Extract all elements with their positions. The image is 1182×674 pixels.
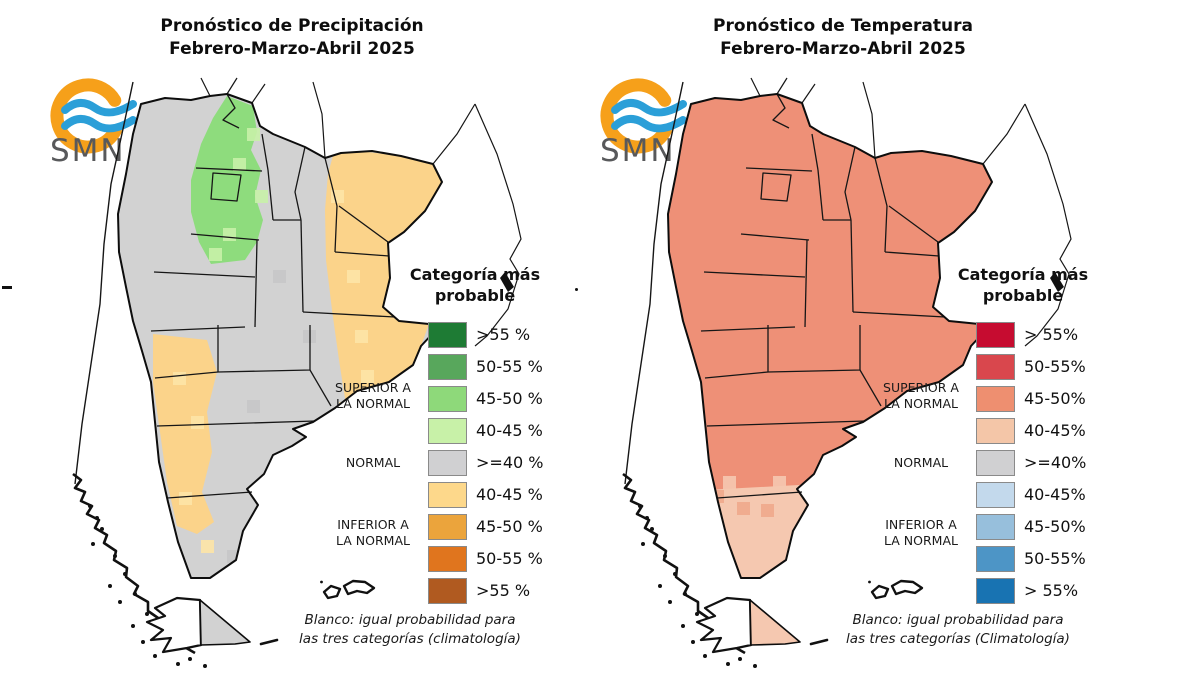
legend-group-superior: SUPERIOR A LA NORMAL xyxy=(335,380,411,411)
legend-row: >55 % xyxy=(320,322,565,348)
legend-swatch xyxy=(428,354,467,380)
temperature-title-line1: Pronóstico de Temperatura xyxy=(713,16,973,36)
legend-row: 50-55% xyxy=(868,546,1113,572)
legend-row: >=40 % xyxy=(320,450,565,476)
legend-group-inferior: INFERIOR A LA NORMAL xyxy=(336,517,410,548)
legend-row: >=40% xyxy=(868,450,1113,476)
smn-logo-text: SMN xyxy=(600,133,676,169)
wave-icon xyxy=(611,99,687,117)
legend-row: 40-45 % xyxy=(320,482,565,508)
legend-row: 45-50 % xyxy=(320,514,565,540)
temperature-title-line2: Febrero-Marzo-Abril 2025 xyxy=(720,39,966,59)
legend-label: 40-45 % xyxy=(476,485,543,504)
legend-swatch xyxy=(976,482,1015,508)
legend-group-normal: NORMAL xyxy=(345,455,401,470)
legend-swatch xyxy=(428,546,467,572)
legend-swatch xyxy=(976,450,1015,476)
malvinas-islands-icon xyxy=(868,579,924,600)
malvinas-islands-icon xyxy=(320,579,376,600)
legend-label: 40-45 % xyxy=(476,421,543,440)
legend-label: >=40% xyxy=(1024,453,1087,472)
legend-swatch xyxy=(428,322,467,348)
legend-swatch xyxy=(428,578,467,604)
legend-group-inferior: INFERIOR A LA NORMAL xyxy=(884,517,958,548)
legend-label: 45-50% xyxy=(1024,389,1086,408)
legend-swatch xyxy=(428,514,467,540)
wave-icon xyxy=(61,115,137,133)
legend-label: >55 % xyxy=(476,581,531,600)
precipitation-footnote: Blanco: igual probabilidad para las tres… xyxy=(299,612,521,647)
precipitation-title-line1: Pronóstico de Precipitación xyxy=(160,16,424,36)
precipitation-title-line2: Febrero-Marzo-Abril 2025 xyxy=(169,39,415,59)
precipitation-legend: Categoría más probable SUPERIOR A LA NOR… xyxy=(320,258,565,668)
legend-swatch xyxy=(976,546,1015,572)
frame-tick xyxy=(575,288,578,291)
legend-swatch xyxy=(428,418,467,444)
temperature-title: Pronóstico de Temperatura Febrero-Marzo-… xyxy=(643,15,1043,61)
legend-label: 50-55 % xyxy=(476,357,543,376)
legend-row: > 55% xyxy=(868,578,1113,604)
legend-swatch xyxy=(976,354,1015,380)
legend-row: 50-55% xyxy=(868,354,1113,380)
legend-swatch xyxy=(428,386,467,412)
precipitation-title: Pronóstico de Precipitación Febrero-Marz… xyxy=(92,15,492,61)
legend-label: >55 % xyxy=(476,325,531,344)
wave-icon xyxy=(611,115,687,133)
legend-row: 50-55 % xyxy=(320,354,565,380)
legend-row: >55 % xyxy=(320,578,565,604)
legend-label: 45-50% xyxy=(1024,517,1086,536)
smn-logo-text: SMN xyxy=(50,133,126,169)
legend-heading: Categoría más probable xyxy=(409,265,541,305)
legend-row: 45-50% xyxy=(868,514,1113,540)
legend-label: > 55% xyxy=(1024,325,1079,344)
legend-swatch xyxy=(976,322,1015,348)
legend-label: > 55% xyxy=(1024,581,1079,600)
legend-row: 50-55 % xyxy=(320,546,565,572)
legend-swatch xyxy=(976,386,1015,412)
legend-label: 40-45% xyxy=(1024,485,1086,504)
legend-swatch xyxy=(976,418,1015,444)
legend-swatch xyxy=(428,450,467,476)
legend-row: 45-50 % xyxy=(320,386,565,412)
legend-heading: Categoría más probable xyxy=(957,265,1089,305)
legend-row: 40-45% xyxy=(868,418,1113,444)
temperature-legend: Categoría más probable SUPERIOR A LA NOR… xyxy=(868,258,1113,668)
legend-swatch xyxy=(976,514,1015,540)
legend-label: 45-50 % xyxy=(476,517,543,536)
legend-swatch xyxy=(428,482,467,508)
legend-row: 40-45 % xyxy=(320,418,565,444)
temperature-footnote: Blanco: igual probabilidad para las tres… xyxy=(846,612,1070,647)
wave-icon xyxy=(61,99,137,117)
legend-label: 50-55% xyxy=(1024,357,1086,376)
legend-group-normal: NORMAL xyxy=(893,455,949,470)
legend-label: >=40 % xyxy=(476,453,544,472)
legend-row: > 55% xyxy=(868,322,1113,348)
legend-label: 50-55% xyxy=(1024,549,1086,568)
legend-label: 50-55 % xyxy=(476,549,543,568)
legend-row: 45-50% xyxy=(868,386,1113,412)
legend-label: 40-45% xyxy=(1024,421,1086,440)
legend-row: 40-45% xyxy=(868,482,1113,508)
legend-swatch xyxy=(976,578,1015,604)
legend-label: 45-50 % xyxy=(476,389,543,408)
legend-group-superior: SUPERIOR A LA NORMAL xyxy=(883,380,959,411)
frame-tick xyxy=(2,286,12,289)
